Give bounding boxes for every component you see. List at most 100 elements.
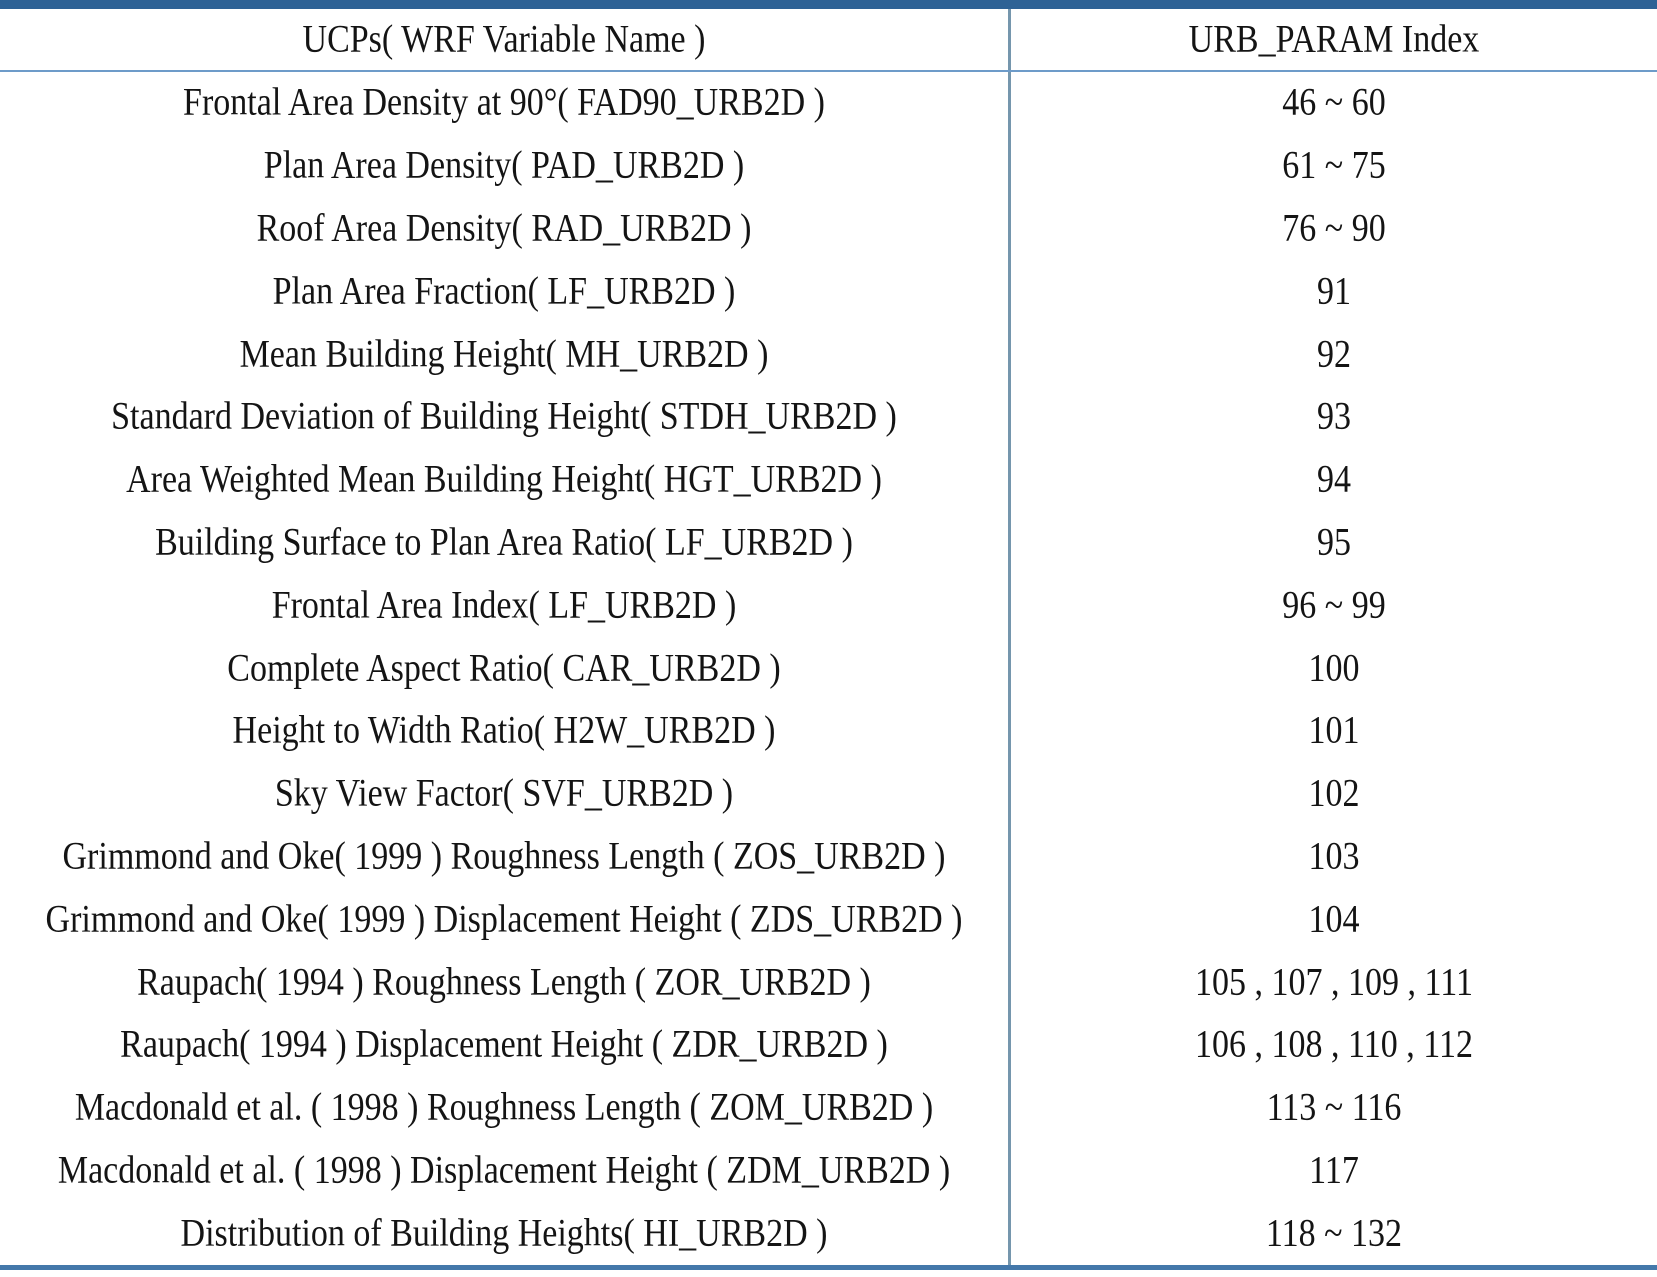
- urb-param-index-text: 118 ~ 132: [1265, 1211, 1403, 1255]
- table-row: Frontal Area Index( LF_URB2D ) 96 ~ 99: [0, 574, 1657, 638]
- table-row: Macdonald et al. ( 1998 ) Roughness Leng…: [0, 1076, 1657, 1140]
- ucp-name-text: Standard Deviation of Building Height( S…: [111, 395, 897, 438]
- ucp-name-cell: Macdonald et al. ( 1998 ) Displacement H…: [0, 1139, 1011, 1203]
- ucp-name-cell: Area Weighted Mean Building Height( HGT_…: [0, 448, 1011, 512]
- urb-param-index-cell: 106 , 108 , 110 , 112: [1011, 1014, 1657, 1077]
- table-row: Plan Area Density( PAD_URB2D ) 61 ~ 75: [0, 134, 1657, 198]
- ucp-name-text: Plan Area Fraction( LF_URB2D ): [272, 269, 736, 313]
- column-header-urb-param-index-label: URB_PARAM Index: [1188, 17, 1480, 61]
- ucp-name-text: Frontal Area Index( LF_URB2D ): [271, 583, 737, 627]
- urb-param-index-text: 76 ~ 90: [1282, 206, 1386, 250]
- ucp-name-cell: Raupach( 1994 ) Displacement Height ( ZD…: [0, 1013, 1011, 1077]
- ucp-name-cell: Plan Area Density( PAD_URB2D ): [0, 134, 1011, 198]
- ucp-name-text: Mean Building Height( MH_URB2D ): [239, 332, 769, 376]
- ucp-name-text: Complete Aspect Ratio( CAR_URB2D ): [227, 646, 781, 690]
- table-row: Sky View Factor( SVF_URB2D ) 102: [0, 762, 1657, 826]
- table-row: Building Surface to Plan Area Ratio( LF_…: [0, 511, 1657, 575]
- ucp-name-cell: Sky View Factor( SVF_URB2D ): [0, 762, 1011, 826]
- urb-param-index-cell: 105 , 107 , 109 , 111: [1011, 951, 1657, 1014]
- ucp-name-text: Grimmond and Oke( 1999 ) Roughness Lengt…: [62, 834, 946, 878]
- urb-param-index-cell: 101: [1011, 700, 1657, 763]
- table-row: Raupach( 1994 ) Roughness Length ( ZOR_U…: [0, 951, 1657, 1014]
- ucp-name-cell: Standard Deviation of Building Height( S…: [0, 385, 1011, 449]
- ucp-name-cell: Mean Building Height( MH_URB2D ): [0, 323, 1011, 386]
- urb-param-index-text: 91: [1317, 269, 1351, 313]
- column-header-urb-param-index: URB_PARAM Index: [1011, 9, 1657, 70]
- table-row: Roof Area Density( RAD_URB2D ) 76 ~ 90: [0, 197, 1657, 261]
- urb-param-index-cell: 95: [1011, 512, 1657, 575]
- urb-param-index-text: 103: [1308, 834, 1360, 878]
- ucp-name-cell: Grimmond and Oke( 1999 ) Displacement He…: [0, 888, 1011, 952]
- urb-param-index-cell: 100: [1011, 637, 1657, 700]
- table-row: Standard Deviation of Building Height( S…: [0, 385, 1657, 449]
- ucp-name-cell: Height to Width Ratio( H2W_URB2D ): [0, 699, 1011, 763]
- urb-param-index-cell: 118 ~ 132: [1011, 1202, 1657, 1265]
- urb-param-index-cell: 94: [1011, 449, 1657, 512]
- urb-param-index-text: 92: [1317, 332, 1351, 376]
- table-row: Mean Building Height( MH_URB2D ) 92: [0, 323, 1657, 386]
- urb-param-index-cell: 92: [1011, 323, 1657, 386]
- urb-param-index-text: 100: [1308, 646, 1360, 690]
- ucp-name-cell: Raupach( 1994 ) Roughness Length ( ZOR_U…: [0, 951, 1011, 1014]
- urb-param-index-text: 113 ~ 116: [1266, 1085, 1402, 1129]
- urb-param-index-cell: 103: [1011, 826, 1657, 889]
- urb-param-index-cell: 93: [1011, 386, 1657, 449]
- ucp-name-cell: Frontal Area Density at 90°( FAD90_URB2D…: [0, 72, 1011, 135]
- ucp-name-text: Sky View Factor( SVF_URB2D ): [274, 771, 734, 815]
- table-row: Raupach( 1994 ) Displacement Height ( ZD…: [0, 1013, 1657, 1077]
- ucp-name-cell: Frontal Area Index( LF_URB2D ): [0, 574, 1011, 638]
- urb-param-index-text: 96 ~ 99: [1282, 583, 1386, 627]
- urb-param-index-text: 117: [1309, 1148, 1359, 1192]
- ucp-name-cell: Distribution of Building Heights( HI_URB…: [0, 1202, 1011, 1266]
- ucp-name-text: Plan Area Density( PAD_URB2D ): [263, 143, 745, 187]
- column-header-ucps-label: UCPs( WRF Variable Name ): [302, 17, 706, 61]
- ucp-name-text: Macdonald et al. ( 1998 ) Roughness Leng…: [74, 1085, 934, 1129]
- urb-param-index-text: 101: [1308, 709, 1360, 752]
- urb-param-index-text: 93: [1317, 395, 1351, 438]
- table-row: Height to Width Ratio( H2W_URB2D ) 101: [0, 699, 1657, 763]
- ucp-name-text: Macdonald et al. ( 1998 ) Displacement H…: [57, 1148, 951, 1192]
- urb-param-index-cell: 46 ~ 60: [1011, 72, 1657, 135]
- table-row: Frontal Area Density at 90°( FAD90_URB2D…: [0, 72, 1657, 135]
- table-row: Grimmond and Oke( 1999 ) Roughness Lengt…: [0, 825, 1657, 889]
- table-row: Plan Area Fraction( LF_URB2D ) 91: [0, 260, 1657, 324]
- table-row: Macdonald et al. ( 1998 ) Displacement H…: [0, 1139, 1657, 1203]
- urb-param-index-cell: 102: [1011, 763, 1657, 826]
- urb-param-index-cell: 61 ~ 75: [1011, 135, 1657, 198]
- ucp-name-cell: Plan Area Fraction( LF_URB2D ): [0, 260, 1011, 324]
- urb-param-index-text: 95: [1317, 520, 1351, 564]
- urb-param-index-text: 61 ~ 75: [1282, 143, 1386, 187]
- urb-param-index-cell: 104: [1011, 888, 1657, 951]
- urb-param-index-cell: 117: [1011, 1140, 1657, 1203]
- ucp-name-cell: Roof Area Density( RAD_URB2D ): [0, 197, 1011, 261]
- urb-param-index-text: 104: [1308, 897, 1360, 941]
- ucp-name-cell: Complete Aspect Ratio( CAR_URB2D ): [0, 637, 1011, 700]
- ucp-name-text: Raupach( 1994 ) Roughness Length ( ZOR_U…: [137, 960, 871, 1004]
- ucp-name-cell: Grimmond and Oke( 1999 ) Roughness Lengt…: [0, 825, 1011, 889]
- table-header-row: UCPs( WRF Variable Name ) URB_PARAM Inde…: [0, 9, 1657, 72]
- ucp-name-text: Raupach( 1994 ) Displacement Height ( ZD…: [120, 1023, 888, 1066]
- urb-param-index-cell: 96 ~ 99: [1011, 574, 1657, 637]
- urb-param-index-text: 102: [1308, 771, 1360, 815]
- urb-param-index-cell: 113 ~ 116: [1011, 1077, 1657, 1140]
- column-header-ucps: UCPs( WRF Variable Name ): [0, 9, 1011, 70]
- ucp-name-cell: Building Surface to Plan Area Ratio( LF_…: [0, 511, 1011, 575]
- table-row: Grimmond and Oke( 1999 ) Displacement He…: [0, 888, 1657, 952]
- ucp-name-text: Grimmond and Oke( 1999 ) Displacement He…: [45, 897, 963, 941]
- table-row: Area Weighted Mean Building Height( HGT_…: [0, 448, 1657, 512]
- ucp-name-text: Frontal Area Density at 90°( FAD90_URB2D…: [183, 81, 825, 124]
- urb-param-index-text: 106 , 108 , 110 , 112: [1195, 1023, 1473, 1066]
- ucp-name-text: Roof Area Density( RAD_URB2D ): [256, 206, 752, 250]
- table-body: Frontal Area Density at 90°( FAD90_URB2D…: [0, 72, 1657, 1266]
- urb-param-index-text: 105 , 107 , 109 , 111: [1195, 960, 1473, 1004]
- ucp-name-text: Distribution of Building Heights( HI_URB…: [180, 1211, 828, 1255]
- ucp-name-text: Area Weighted Mean Building Height( HGT_…: [126, 457, 882, 501]
- ucp-name-cell: Macdonald et al. ( 1998 ) Roughness Leng…: [0, 1076, 1011, 1140]
- urb-param-index-text: 94: [1317, 457, 1351, 501]
- ucp-name-text: Building Surface to Plan Area Ratio( LF_…: [155, 520, 853, 564]
- urb-param-index-cell: 76 ~ 90: [1011, 198, 1657, 261]
- table-row: Complete Aspect Ratio( CAR_URB2D ) 100: [0, 637, 1657, 700]
- table-row: Distribution of Building Heights( HI_URB…: [0, 1202, 1657, 1266]
- urb-param-index-cell: 91: [1011, 260, 1657, 323]
